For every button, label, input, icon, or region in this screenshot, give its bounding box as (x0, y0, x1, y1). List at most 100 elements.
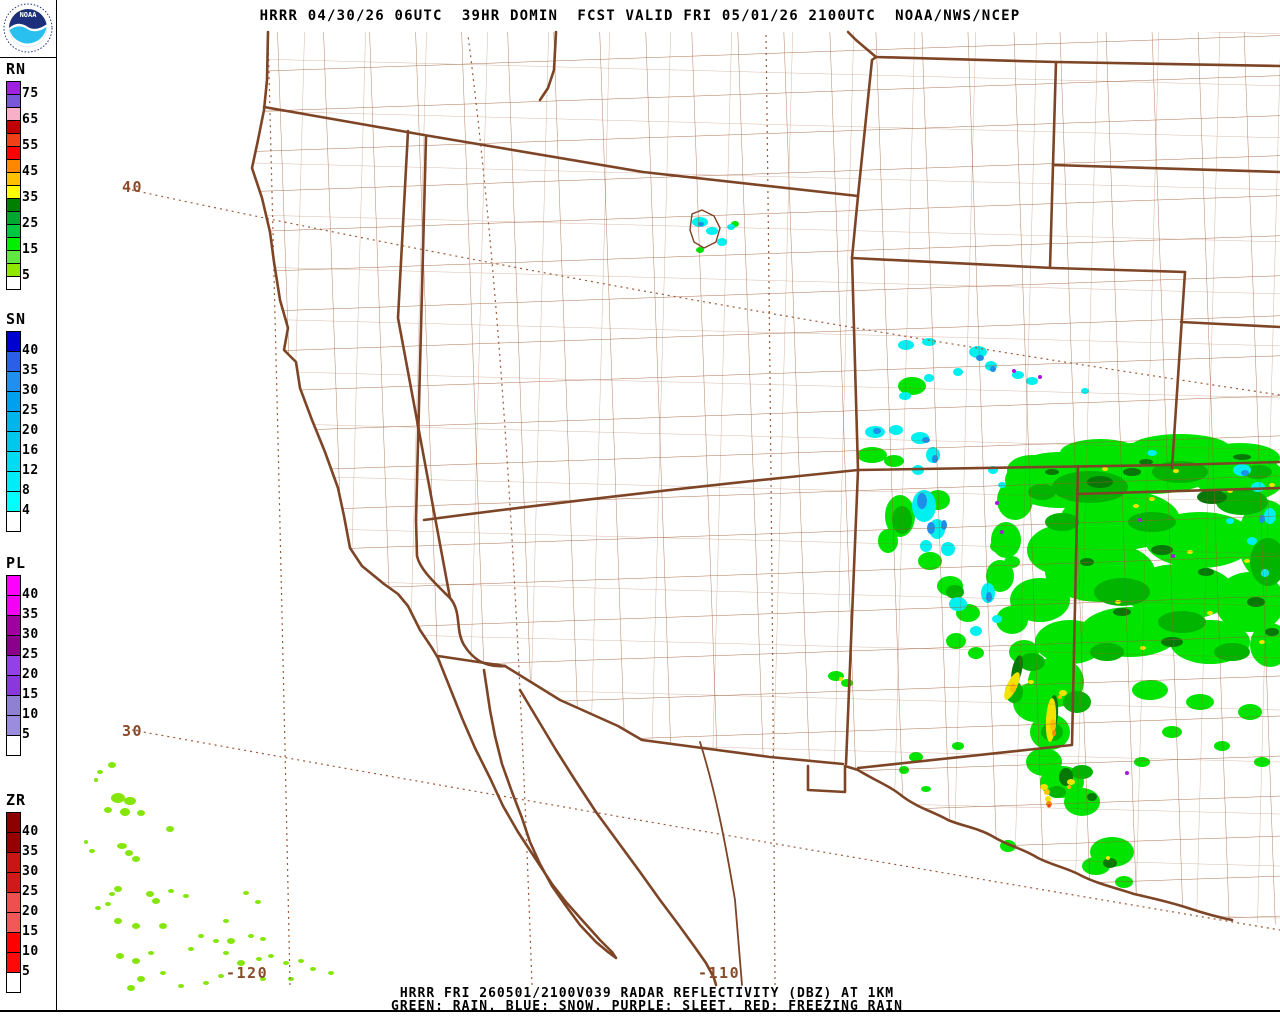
colorbar-cell (6, 331, 21, 352)
pacific-coast-california-baja (250, 30, 618, 960)
rain-ocean-specks-cell (248, 934, 254, 938)
colorbar-title-PL: PL (6, 554, 27, 572)
rain-ocean-specks-cell (120, 808, 130, 816)
colorbar-tick-label: 30 (22, 627, 39, 642)
colorbar-cell (6, 715, 21, 736)
nevada-utah-border (414, 135, 428, 522)
footer-color-legend: GREEN: RAIN, BLUE: SNOW, PURPLE: SLEET, … (391, 999, 903, 1014)
colorbar-cell (6, 411, 21, 432)
colorbar-cell (6, 371, 21, 392)
colorbar-cell (6, 351, 21, 372)
rain-ocean-specks-cell (166, 826, 174, 832)
colorbar-title-RN: RN (6, 60, 27, 78)
colorbar-tick-label: 35 (22, 844, 39, 859)
sidebar-divider-line (56, 0, 57, 1010)
colorbar-cell (6, 211, 21, 225)
rain-ocean-specks-cell (256, 957, 262, 961)
rain-ocean-specks-cell (104, 807, 112, 813)
colorbar-cell (6, 695, 21, 716)
rain-ocean-specks-cell (237, 960, 245, 966)
colorbar-cell (6, 575, 21, 596)
rain-ocean-specks-cell (97, 770, 103, 774)
colorbar-cell (6, 146, 21, 160)
colorbar-tick-label: 40 (22, 343, 39, 358)
rain-ocean-specks-cell (159, 923, 167, 929)
colorbar-cell (6, 952, 21, 973)
graticule-lines (131, 34, 1280, 986)
colorbar-tick-label: 5 (22, 964, 31, 979)
colorbar-title-ZR: ZR (6, 791, 27, 809)
rain-ocean-specks-cell (310, 967, 316, 971)
colorbar-tick-label: 20 (22, 904, 39, 919)
rain-ocean-specks-cell (124, 797, 136, 805)
colorbar-tick-label: 15 (22, 242, 39, 257)
colorbar-cell (6, 81, 21, 95)
rain-ocean-specks-cell (255, 900, 261, 904)
colorbar-cell (6, 263, 21, 277)
oregon-idaho-border (538, 30, 558, 102)
rain-ocean-specks-cell (160, 971, 166, 975)
us-mexico-border-west (436, 654, 507, 668)
mexico-mainland-coast (518, 688, 718, 987)
colorbar-cell (6, 133, 21, 147)
page-title: HRRR 04/30/26 06UTC 39HR DOMIN FCST VALI… (259, 8, 1021, 24)
colorbar-cell (6, 431, 21, 452)
colorbar-cell (6, 159, 21, 173)
rain-ocean-specks-cell (198, 934, 204, 938)
colorbar-cell (6, 120, 21, 134)
colorbar-tick-label: 30 (22, 383, 39, 398)
rain-ocean-specks-cell (188, 947, 194, 951)
rain-ocean-specks-cell (116, 953, 124, 959)
colorbar-tick-label: 4 (22, 503, 31, 518)
colorbar-ZR: ZR 40 35 30 25 20 15 10 5 (6, 793, 56, 993)
rain-ocean-specks-cell (94, 778, 98, 782)
sonora-chihuahua-border (699, 741, 743, 986)
colorbar-cell (6, 185, 21, 199)
rain-ocean-specks-cell (148, 951, 154, 955)
rain-ocean-specks-cell (168, 889, 174, 893)
rain-ocean-specks-cell (328, 971, 334, 975)
rain-ocean-specks-cell (125, 850, 133, 856)
rain-ocean-specks-cell (146, 891, 154, 897)
colorbar-sidebar: NOAA RN 75 65 55 45 35 25 15 5 SN 40 35 30 25 20 16 12 8 4… (0, 0, 56, 1010)
colorbar-cell (6, 198, 21, 212)
idaho-montana-border (846, 30, 878, 59)
colorbar-cell (6, 832, 21, 853)
colorbar-tick-label: 25 (22, 216, 39, 231)
colorbar-cell (6, 511, 21, 532)
colorbar-cell (6, 932, 21, 953)
colorbar-cell (6, 812, 21, 833)
noaa-logo-text: NOAA (20, 11, 38, 19)
graticule-label--110: -110 (698, 964, 740, 982)
colorbar-cell (6, 471, 21, 492)
rain-ocean-specks-cell (223, 951, 229, 955)
rain-ocean-specks-cell (218, 974, 224, 978)
colorbar-tick-label: 25 (22, 884, 39, 899)
colorbar-PL: PL 40 35 30 25 20 15 10 5 (6, 556, 56, 756)
rain-ocean-specks-cell (223, 919, 229, 923)
colorbar-tick-label: 45 (22, 164, 39, 179)
rain-ocean-specks-cell (243, 891, 249, 895)
newmexico-bootheel (806, 764, 860, 794)
colorbar-tick-label: 25 (22, 403, 39, 418)
colorbar-tick-label: 8 (22, 483, 31, 498)
colorbar-tick-label: 35 (22, 363, 39, 378)
colorbar-RN: RN 75 65 55 45 35 25 15 5 (6, 62, 56, 290)
footer-product-title: HRRR FRI 260501/2100V039 RADAR REFLECTIV… (399, 986, 895, 1001)
colorbar-tick-label: 65 (22, 112, 39, 127)
meridian-110 (765, 34, 776, 986)
rain-ocean-specks-cell (114, 918, 122, 924)
rain-ocean-specks-cell (260, 937, 266, 941)
colorbar-cell (6, 615, 21, 636)
colorbar-cell (6, 872, 21, 893)
colorbar-tick-label: 20 (22, 423, 39, 438)
rain-ocean-specks-cell (283, 961, 289, 965)
colorbar-tick-label: 35 (22, 607, 39, 622)
colorbar-cell (6, 655, 21, 676)
rain-ocean-specks-cell (288, 977, 294, 981)
rain-ocean-specks-cell (178, 984, 184, 988)
utah-colorado-border (850, 256, 860, 472)
graticule-label-30: 30 (122, 722, 143, 740)
rain-ocean-specks-cell (132, 923, 140, 929)
